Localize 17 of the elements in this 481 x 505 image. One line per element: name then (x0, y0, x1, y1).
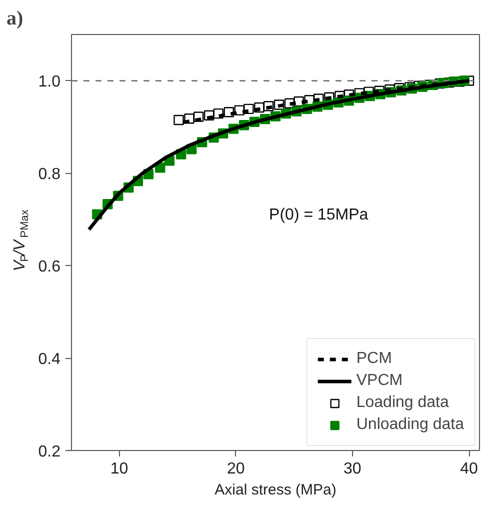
legend-label: Unloading data (356, 416, 464, 434)
y-tick-label: 0.8 (38, 166, 61, 184)
legend-label: Loading data (356, 394, 449, 412)
chart-title: a) (6, 8, 24, 30)
annotation: P(0) = 15MPa (269, 206, 368, 224)
x-axis-title: Axial stress (MPa) (214, 482, 336, 498)
x-tick-label: 30 (344, 460, 362, 478)
legend-label: VPCM (356, 372, 403, 390)
y-axis-title: VP/VPMax (11, 209, 31, 272)
x-tick-label: 40 (460, 460, 478, 478)
y-tick-label: 0.4 (38, 351, 61, 368)
y-tick-label: 0.2 (38, 444, 61, 460)
legend-label: PCM (356, 350, 392, 368)
x-tick-label: 20 (226, 460, 245, 478)
x-tick-label: 10 (110, 460, 128, 478)
y-tick-label: 0.6 (38, 258, 61, 276)
y-tick-label: 1.0 (38, 74, 61, 91)
